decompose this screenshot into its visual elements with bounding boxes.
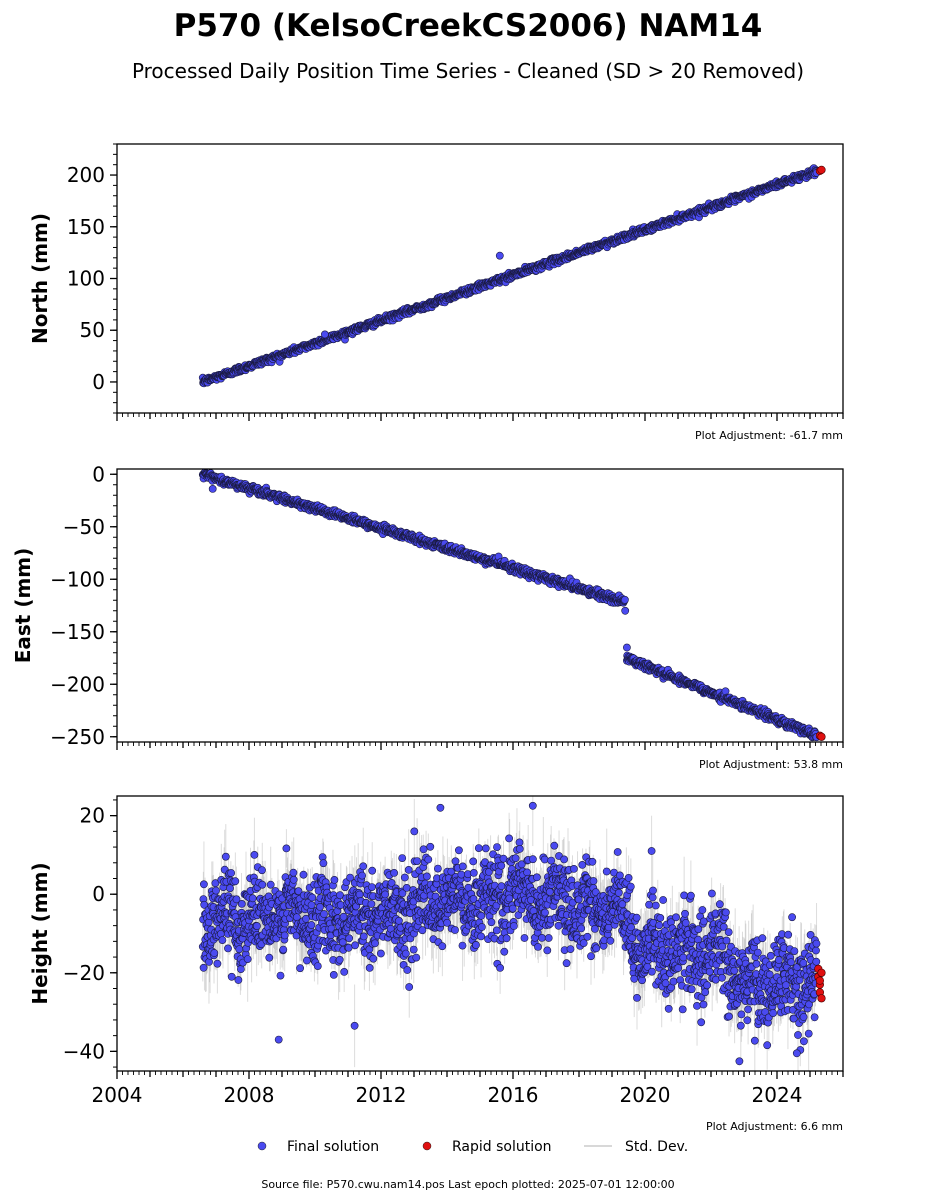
final-solution-point — [321, 331, 328, 338]
final-solution-points — [199, 469, 820, 741]
final-solution-point — [622, 607, 629, 614]
y-tick-label: 0 — [92, 462, 105, 486]
panel-plot-area — [199, 469, 825, 741]
final-solution-point — [209, 485, 216, 492]
y-tick-label: −200 — [50, 672, 105, 696]
plot-adjustment: Plot Adjustment: -61.7 mm — [695, 429, 843, 442]
chart-subtitle: Processed Daily Position Time Series - C… — [132, 59, 804, 83]
rapid-solution-point — [818, 733, 826, 741]
y-tick-label: −150 — [50, 620, 105, 644]
final-solution-point — [623, 644, 630, 651]
y-tick-label: −100 — [50, 567, 105, 591]
y-tick-label: 150 — [67, 215, 105, 239]
y-tick-label: 100 — [67, 267, 105, 291]
y-tick-label: −50 — [63, 515, 105, 539]
panels: 0 50 100 150 200 North (mm) Plot Adjustment: -… — [11, 144, 843, 1133]
chart-title: P570 (KelsoCreekCS2006) NAM14 — [174, 8, 763, 44]
y-axis-label: North (mm) — [28, 213, 52, 344]
y-tick-label: 200 — [67, 163, 105, 187]
final-solution-point — [496, 252, 503, 259]
rapid-solution-point — [818, 166, 826, 174]
final-solution-points — [199, 165, 820, 387]
y-tick-label: 0 — [92, 370, 105, 394]
y-tick-label: 50 — [80, 318, 105, 342]
panel-north: 0 50 100 150 200 North (mm) Plot Adjustment: -… — [28, 144, 843, 442]
panel-plot-area — [199, 165, 825, 387]
final-solution-point — [621, 596, 628, 603]
y-tick-label: −250 — [50, 725, 105, 749]
